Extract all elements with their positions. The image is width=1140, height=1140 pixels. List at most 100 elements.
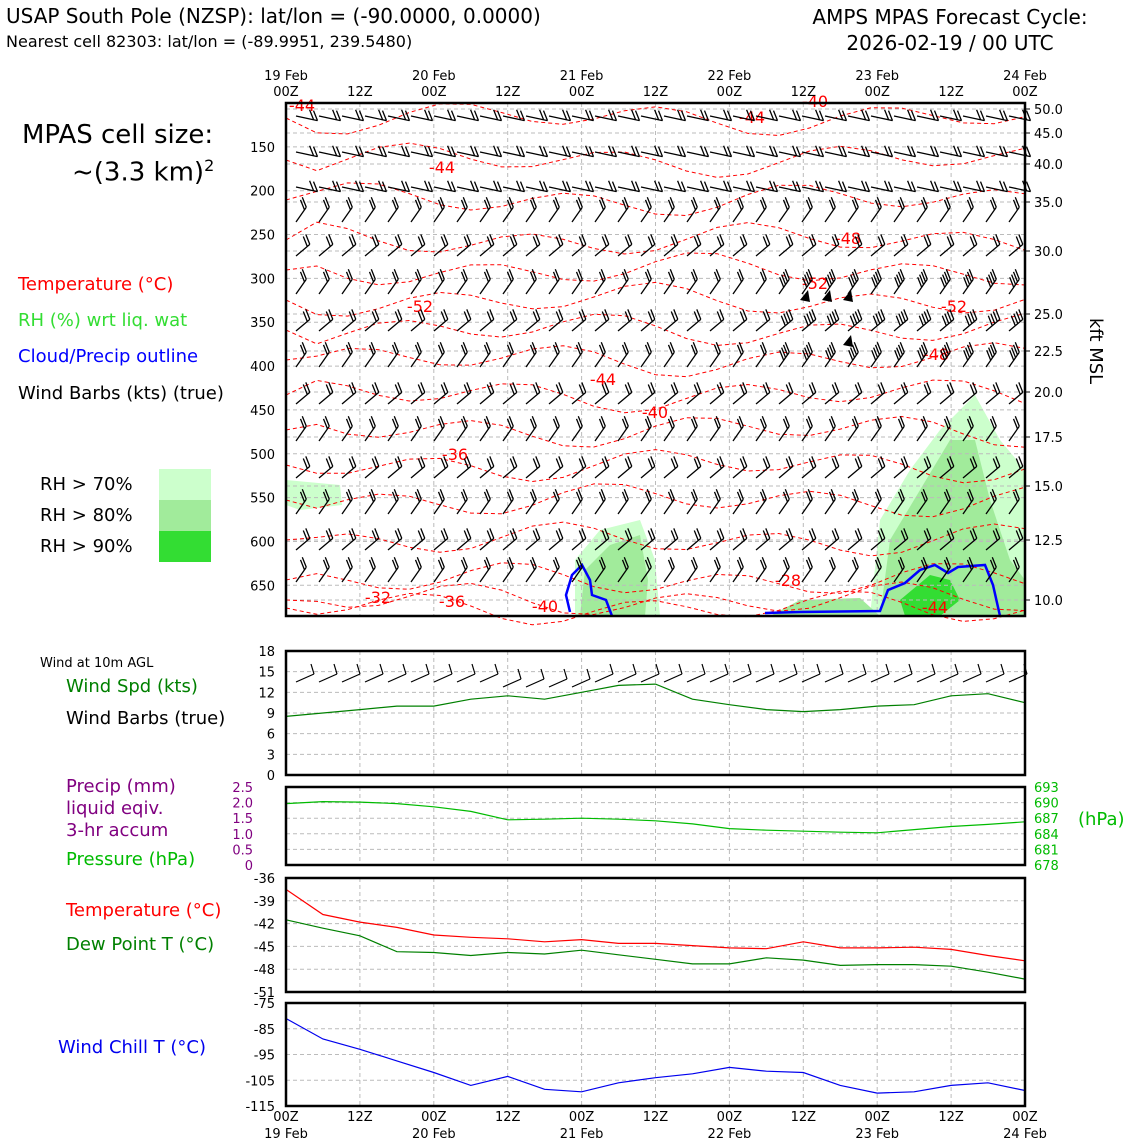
- wind-barb-flag: [335, 110, 342, 121]
- wind-barb: [663, 382, 679, 405]
- wind-barb-flag: [489, 382, 495, 393]
- wind-barb-flag: [669, 197, 675, 208]
- wind-barb-flag: [739, 530, 745, 541]
- wind-barb: [985, 557, 997, 583]
- wind-barb-flag: [807, 269, 813, 280]
- wind-barb-flag: [791, 109, 798, 121]
- wind-barb-flag: [895, 315, 901, 326]
- wind-barb-shaft: [962, 186, 985, 193]
- wind-barb-flag: [496, 181, 503, 192]
- surface-wind-barb: [479, 663, 499, 683]
- wind-barb-flag: [943, 559, 950, 571]
- wind-barb: [801, 145, 825, 158]
- wind-barb-shaft: [640, 186, 663, 193]
- wind-barb: [433, 382, 449, 405]
- wind-barb-flag: [1018, 382, 1024, 393]
- wind-barb-flag: [486, 458, 492, 469]
- wind-barb: [502, 557, 514, 583]
- temperature-contour-1: [285, 142, 1026, 178]
- wind-barb-flag: [483, 344, 490, 356]
- wind-barb: [893, 197, 905, 223]
- wind-barb-flag: [463, 458, 469, 469]
- kft-tick-label: 17.5: [1034, 431, 1063, 446]
- temp-panel-ytick-label: -45: [254, 940, 275, 955]
- wind-barb-shaft: [548, 186, 571, 193]
- wind-barb-flag: [393, 197, 399, 208]
- wind-barb: [571, 528, 587, 551]
- wind-barb-shaft: [824, 115, 847, 122]
- wind-barb-flag: [450, 146, 457, 157]
- wind-barb-flag: [1015, 458, 1021, 469]
- wind-barb-flag: [853, 416, 859, 427]
- kft-tick-label: 20.0: [1034, 386, 1063, 401]
- wind-barb: [502, 309, 518, 332]
- wind-barb: [479, 342, 491, 368]
- wind-barb-flag: [370, 557, 376, 568]
- wind-barb-flag: [312, 110, 319, 121]
- wind-barb-shaft: [341, 186, 364, 193]
- wind-barb: [640, 309, 656, 332]
- wind-barb-shaft: [433, 115, 456, 122]
- wind-barb: [525, 234, 541, 257]
- wind-barb-flag: [759, 344, 766, 356]
- wind-barb: [870, 528, 886, 551]
- wind-barb-flag: [803, 274, 810, 285]
- wind-barb-flag: [851, 199, 858, 211]
- wind-barb-flag: [782, 491, 789, 503]
- wind-barb-shaft: [686, 186, 709, 193]
- wind-barb-flag: [416, 269, 422, 280]
- wind-barb: [640, 528, 656, 551]
- windchill-panel-ytick-label: -115: [245, 1100, 275, 1115]
- wind-barb-flag: [404, 146, 411, 157]
- wind-barb-flag: [964, 347, 971, 358]
- wind-barb-flag: [558, 382, 564, 393]
- wind-barb-flag: [759, 559, 766, 571]
- wind-barb-flag: [897, 271, 904, 283]
- wind-barb-flag: [900, 384, 906, 395]
- wind-barb: [364, 269, 376, 295]
- wind-barb: [479, 109, 503, 122]
- wind-barb: [456, 489, 468, 515]
- wind-barb: [548, 416, 560, 442]
- surface-wind-barb-shaft: [433, 673, 453, 683]
- wind-barb-flag: [849, 274, 856, 285]
- wind-barb-flag: [903, 234, 909, 245]
- wind-barb: [778, 197, 790, 223]
- wind-barb-flag: [922, 342, 928, 353]
- wind-barb-flag: [826, 274, 833, 285]
- wind-barb-flag: [630, 109, 637, 121]
- surface-wind-barb: [617, 663, 637, 683]
- wind-barb-flag: [486, 384, 492, 395]
- wind-barb-flag: [529, 559, 536, 571]
- wind-barb: [594, 489, 606, 515]
- wind-barb-flag: [515, 145, 522, 157]
- wind-barb-flag: [738, 416, 744, 427]
- wind-barb: [594, 269, 606, 295]
- surface-wind-barb-shaft: [295, 673, 315, 683]
- wind-barb-flag: [1025, 110, 1032, 121]
- wind-barb-flag: [992, 384, 998, 395]
- wind-barb: [479, 309, 495, 332]
- wind-barb-flag: [690, 418, 697, 430]
- precip-label-3: 3-hr accum: [66, 820, 169, 841]
- temperature-contour-13: [285, 562, 1026, 594]
- wind-barb-flag: [854, 458, 860, 469]
- wind-barb-flag: [910, 181, 917, 192]
- wind-barb-flag: [578, 311, 584, 322]
- wind-barb-flag: [351, 382, 357, 393]
- wind-barb-flag: [673, 309, 679, 320]
- wind-barb-flag: [508, 342, 514, 353]
- wind-barb-flag: [561, 180, 568, 192]
- wind-barb-flag: [742, 528, 748, 539]
- surface-wind-barb-shaft: [755, 673, 775, 683]
- wind-barb-flag: [1014, 557, 1020, 568]
- wind-barb-flag: [875, 313, 881, 324]
- wind-barb: [433, 309, 449, 332]
- wind-barb-flag: [417, 384, 423, 395]
- wind-barb-flag: [716, 458, 722, 469]
- wind-barb: [1008, 342, 1020, 368]
- wind-barb-flag: [460, 418, 467, 430]
- wind-barb: [732, 269, 744, 295]
- wind-barb-flag: [473, 181, 480, 192]
- wind-barb-flag: [903, 456, 909, 467]
